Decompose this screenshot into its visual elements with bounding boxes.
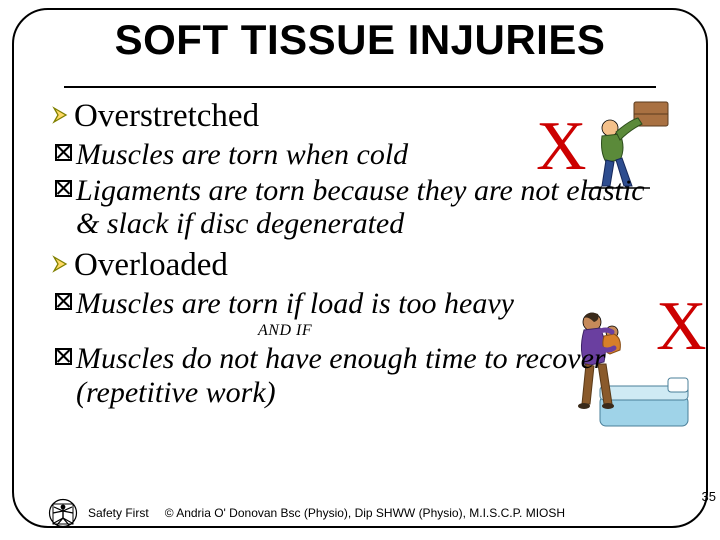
- bullet-text: Muscles are torn if load is too heavy: [76, 287, 514, 321]
- arrow-bullet-icon: [48, 247, 74, 273]
- page-number: 35: [702, 489, 716, 504]
- title-underline: [64, 86, 656, 88]
- connector-text: AND IF: [258, 322, 668, 340]
- slide-title: SOFT TISSUE INJURIES: [0, 16, 720, 64]
- checkbox-x-icon: [50, 174, 76, 197]
- bullet-text: Muscles do not have enough time to recov…: [76, 342, 668, 409]
- bullet-row: Muscles are torn when cold: [50, 138, 668, 172]
- bullet-row: Muscles are torn if load is too heavy: [50, 287, 668, 321]
- vitruvian-icon: [48, 498, 78, 528]
- footer-copyright: © Andria O' Donovan Bsc (Physio), Dip SH…: [165, 506, 565, 520]
- checkbox-x-icon: [50, 138, 76, 161]
- bullet-row: Ligaments are torn because they are not …: [50, 174, 668, 241]
- content-area: Overstretched Muscles are torn when cold…: [48, 98, 668, 411]
- checkbox-x-icon: [50, 287, 76, 310]
- heading-row: Overstretched: [48, 98, 668, 136]
- bullet-text: Ligaments are torn because they are not …: [76, 174, 668, 241]
- heading-row: Overloaded: [48, 247, 668, 285]
- section-heading: Overstretched: [74, 98, 259, 136]
- section-heading: Overloaded: [74, 247, 228, 285]
- bullet-row: Muscles do not have enough time to recov…: [50, 342, 668, 409]
- arrow-bullet-icon: [48, 98, 74, 124]
- footer: Safety First © Andria O' Donovan Bsc (Ph…: [48, 498, 688, 528]
- footer-safety: Safety First: [88, 506, 149, 520]
- checkbox-x-icon: [50, 342, 76, 365]
- slide: SOFT TISSUE INJURIES: [0, 0, 720, 540]
- bullet-text: Muscles are torn when cold: [76, 138, 408, 172]
